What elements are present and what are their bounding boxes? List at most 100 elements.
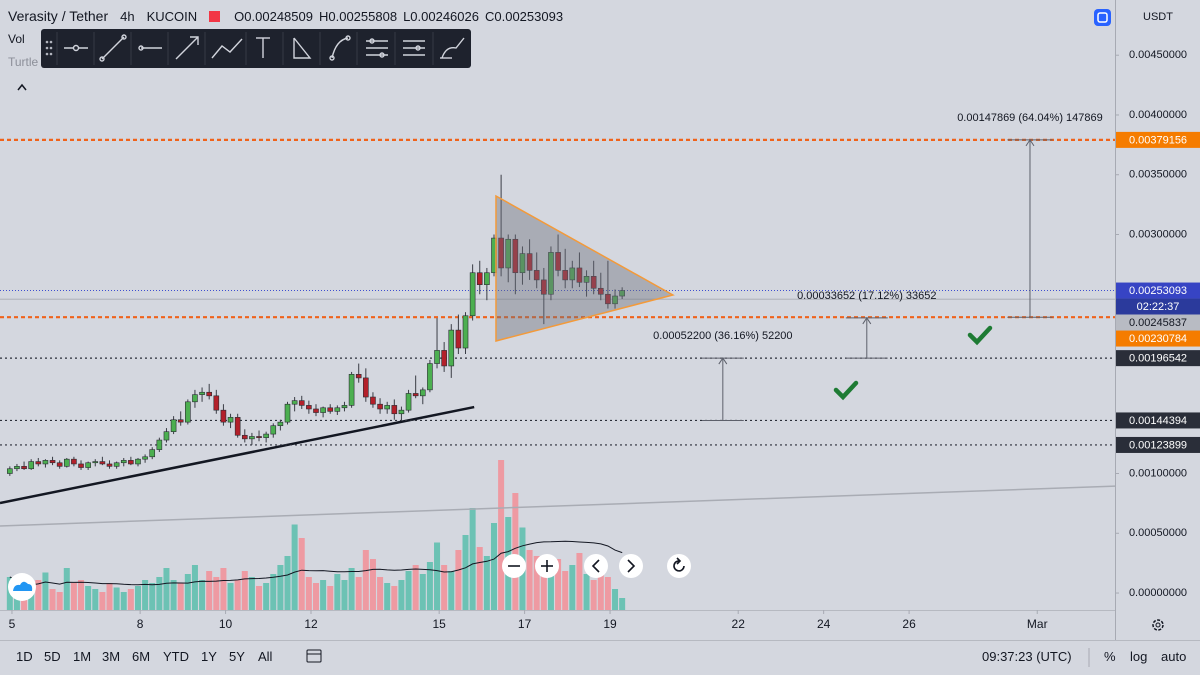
measure-arrow-head: [1025, 138, 1035, 147]
x-tick-label: 26: [902, 617, 916, 631]
candle-body: [555, 252, 561, 271]
candle-body: [249, 436, 255, 440]
auto-scale-button[interactable]: [1094, 9, 1111, 26]
candle-body: [306, 405, 312, 410]
ohlc-value: 0.00248509: [244, 8, 313, 24]
volume-bar: [327, 586, 334, 610]
axis-layer: 0.00450000 0.00400000 0.00350000 0.00300000…: [9, 49, 1200, 631]
candle-body: [21, 466, 27, 470]
price-label-bg: [1116, 314, 1200, 331]
candle-body: [597, 287, 604, 295]
candle-body: [370, 396, 376, 405]
volume-bar: [42, 572, 49, 610]
price-label-bg: [1116, 282, 1200, 299]
button-icon: [1097, 12, 1108, 23]
candle-body: [142, 456, 148, 460]
range-button[interactable]: 1Y: [201, 649, 217, 664]
volume-bar: [270, 574, 277, 610]
volume-bar: [170, 580, 177, 610]
volume-bar: [298, 538, 305, 610]
volume-bar: [569, 565, 576, 610]
measure-label: 0.00052200 (36.16%) 52200: [653, 330, 792, 342]
volume-bar: [384, 583, 391, 610]
drawing-layer: [0, 138, 1116, 527]
scroll-left-button[interactable]: [584, 554, 608, 578]
range-button[interactable]: 5Y: [229, 649, 245, 664]
volume-bar: [163, 568, 170, 610]
log-toggle[interactable]: log: [1130, 649, 1148, 664]
volume-bar: [28, 587, 35, 610]
bottom-toolbar: 1D 5D 1M 3M 6M YTD 1Y 5Y All 09:37:23 (U…: [0, 640, 1200, 675]
x-tick-label: 5: [9, 617, 16, 631]
clock[interactable]: 09:37:23 (UTC): [982, 649, 1072, 664]
settings-button[interactable]: [1152, 619, 1164, 631]
y-tick-label: 0.00350000: [1129, 169, 1187, 181]
candle-body: [120, 460, 127, 464]
countdown-label-bg: [1116, 298, 1200, 315]
candle-body: [419, 389, 426, 397]
range-button[interactable]: 1D: [16, 649, 33, 664]
range-button[interactable]: 1M: [73, 649, 92, 664]
volume-bar: [70, 583, 77, 610]
volume-bar: [604, 577, 611, 610]
y-tick-label: 0.00300000: [1129, 228, 1187, 240]
symbol[interactable]: Verasity / Tether: [8, 8, 109, 24]
price-label-bg: [1116, 330, 1200, 347]
volume-bar: [526, 550, 533, 610]
candle-body: [63, 458, 70, 467]
candle-body: [355, 374, 362, 379]
candle-body: [227, 417, 234, 423]
range-button[interactable]: 3M: [102, 649, 121, 664]
flag[interactable]: [209, 10, 221, 22]
interval[interactable]: 4h: [120, 8, 135, 24]
volume-bar: [612, 589, 619, 610]
indicator-label[interactable]: Vol: [8, 32, 25, 46]
price-label: 0.00253093: [1129, 285, 1187, 297]
range-button[interactable]: YTD: [163, 649, 189, 664]
candle-body: [28, 461, 34, 470]
volume-ma: [9, 540, 623, 586]
range-button[interactable]: 5D: [44, 649, 61, 664]
volume-bar: [355, 577, 362, 610]
candle-body: [469, 272, 476, 317]
candle-body: [341, 405, 348, 409]
price-label-bg: [1116, 412, 1200, 429]
candle-body: [291, 400, 298, 405]
range-button[interactable]: All: [258, 649, 273, 664]
candle-body: [213, 395, 220, 411]
volume-bar: [391, 586, 398, 610]
study-label[interactable]: Turtle: [8, 55, 39, 69]
checkmark: [967, 325, 993, 346]
candle-body: [533, 270, 540, 281]
candle-body: [548, 252, 554, 295]
volume-bar: [405, 571, 412, 610]
candle-body: [85, 462, 91, 468]
candle-body: [541, 279, 547, 295]
reset-button[interactable]: [667, 554, 691, 578]
calendar-button[interactable]: [306, 649, 322, 663]
collapse-arrow[interactable]: [17, 83, 27, 91]
volume-bar: [498, 460, 505, 610]
candle-body: [298, 400, 305, 406]
candle-body: [562, 270, 568, 281]
price-label: 0.00379156: [1129, 134, 1187, 146]
auto-toggle[interactable]: auto: [1161, 649, 1187, 664]
range-button[interactable]: 6M: [132, 649, 151, 664]
legend-header: Verasity / Tether 4h KUCOIN O 0.00248509 …: [8, 8, 567, 24]
scroll-right-button[interactable]: [619, 554, 643, 578]
candle-body: [476, 272, 483, 285]
volume-bar: [263, 583, 270, 610]
candle-body: [35, 461, 42, 465]
volume-bar: [21, 592, 28, 610]
percent-toggle[interactable]: %: [1104, 649, 1116, 664]
volume-bar: [92, 589, 99, 610]
candle-body: [612, 295, 618, 305]
price-label-bg: [1116, 436, 1200, 453]
ohlc-key: H: [318, 8, 329, 24]
volume-bar: [256, 586, 263, 610]
candle-body: [163, 431, 170, 441]
volume-bar: [455, 550, 462, 610]
countdown-label: 02:22:37: [1137, 301, 1180, 313]
candle-body: [106, 463, 113, 467]
y-tick-label: 0.00450000: [1129, 49, 1187, 61]
